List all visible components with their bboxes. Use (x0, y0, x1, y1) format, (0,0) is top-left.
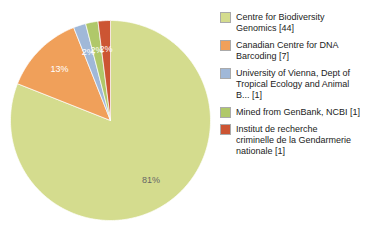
svg-text:2%: 2% (99, 44, 112, 54)
html-text:Mined from GenBank, NCBI [1]: Mined from GenBank, NCBI [1] (236, 107, 361, 117)
svg-text:13%: 13% (51, 64, 69, 74)
svg-text:2%: 2% (81, 46, 95, 57)
html-text:Institut de recherche criminel: Institut de recherche criminelle de la G… (236, 124, 352, 156)
html-text:Canadian Centre for DNA Barcod: Canadian Centre for DNA Barcoding [7] (236, 40, 339, 61)
html-text:Centre for Biodiversity Genomi: Centre for Biodiversity Genomics [44] (236, 12, 325, 33)
html-text:University of Vienna, Dept of: University of Vienna, Dept of Tropical E… (236, 68, 350, 100)
svg-text:81%: 81% (142, 175, 160, 185)
svg-text:2%: 2% (90, 44, 104, 55)
